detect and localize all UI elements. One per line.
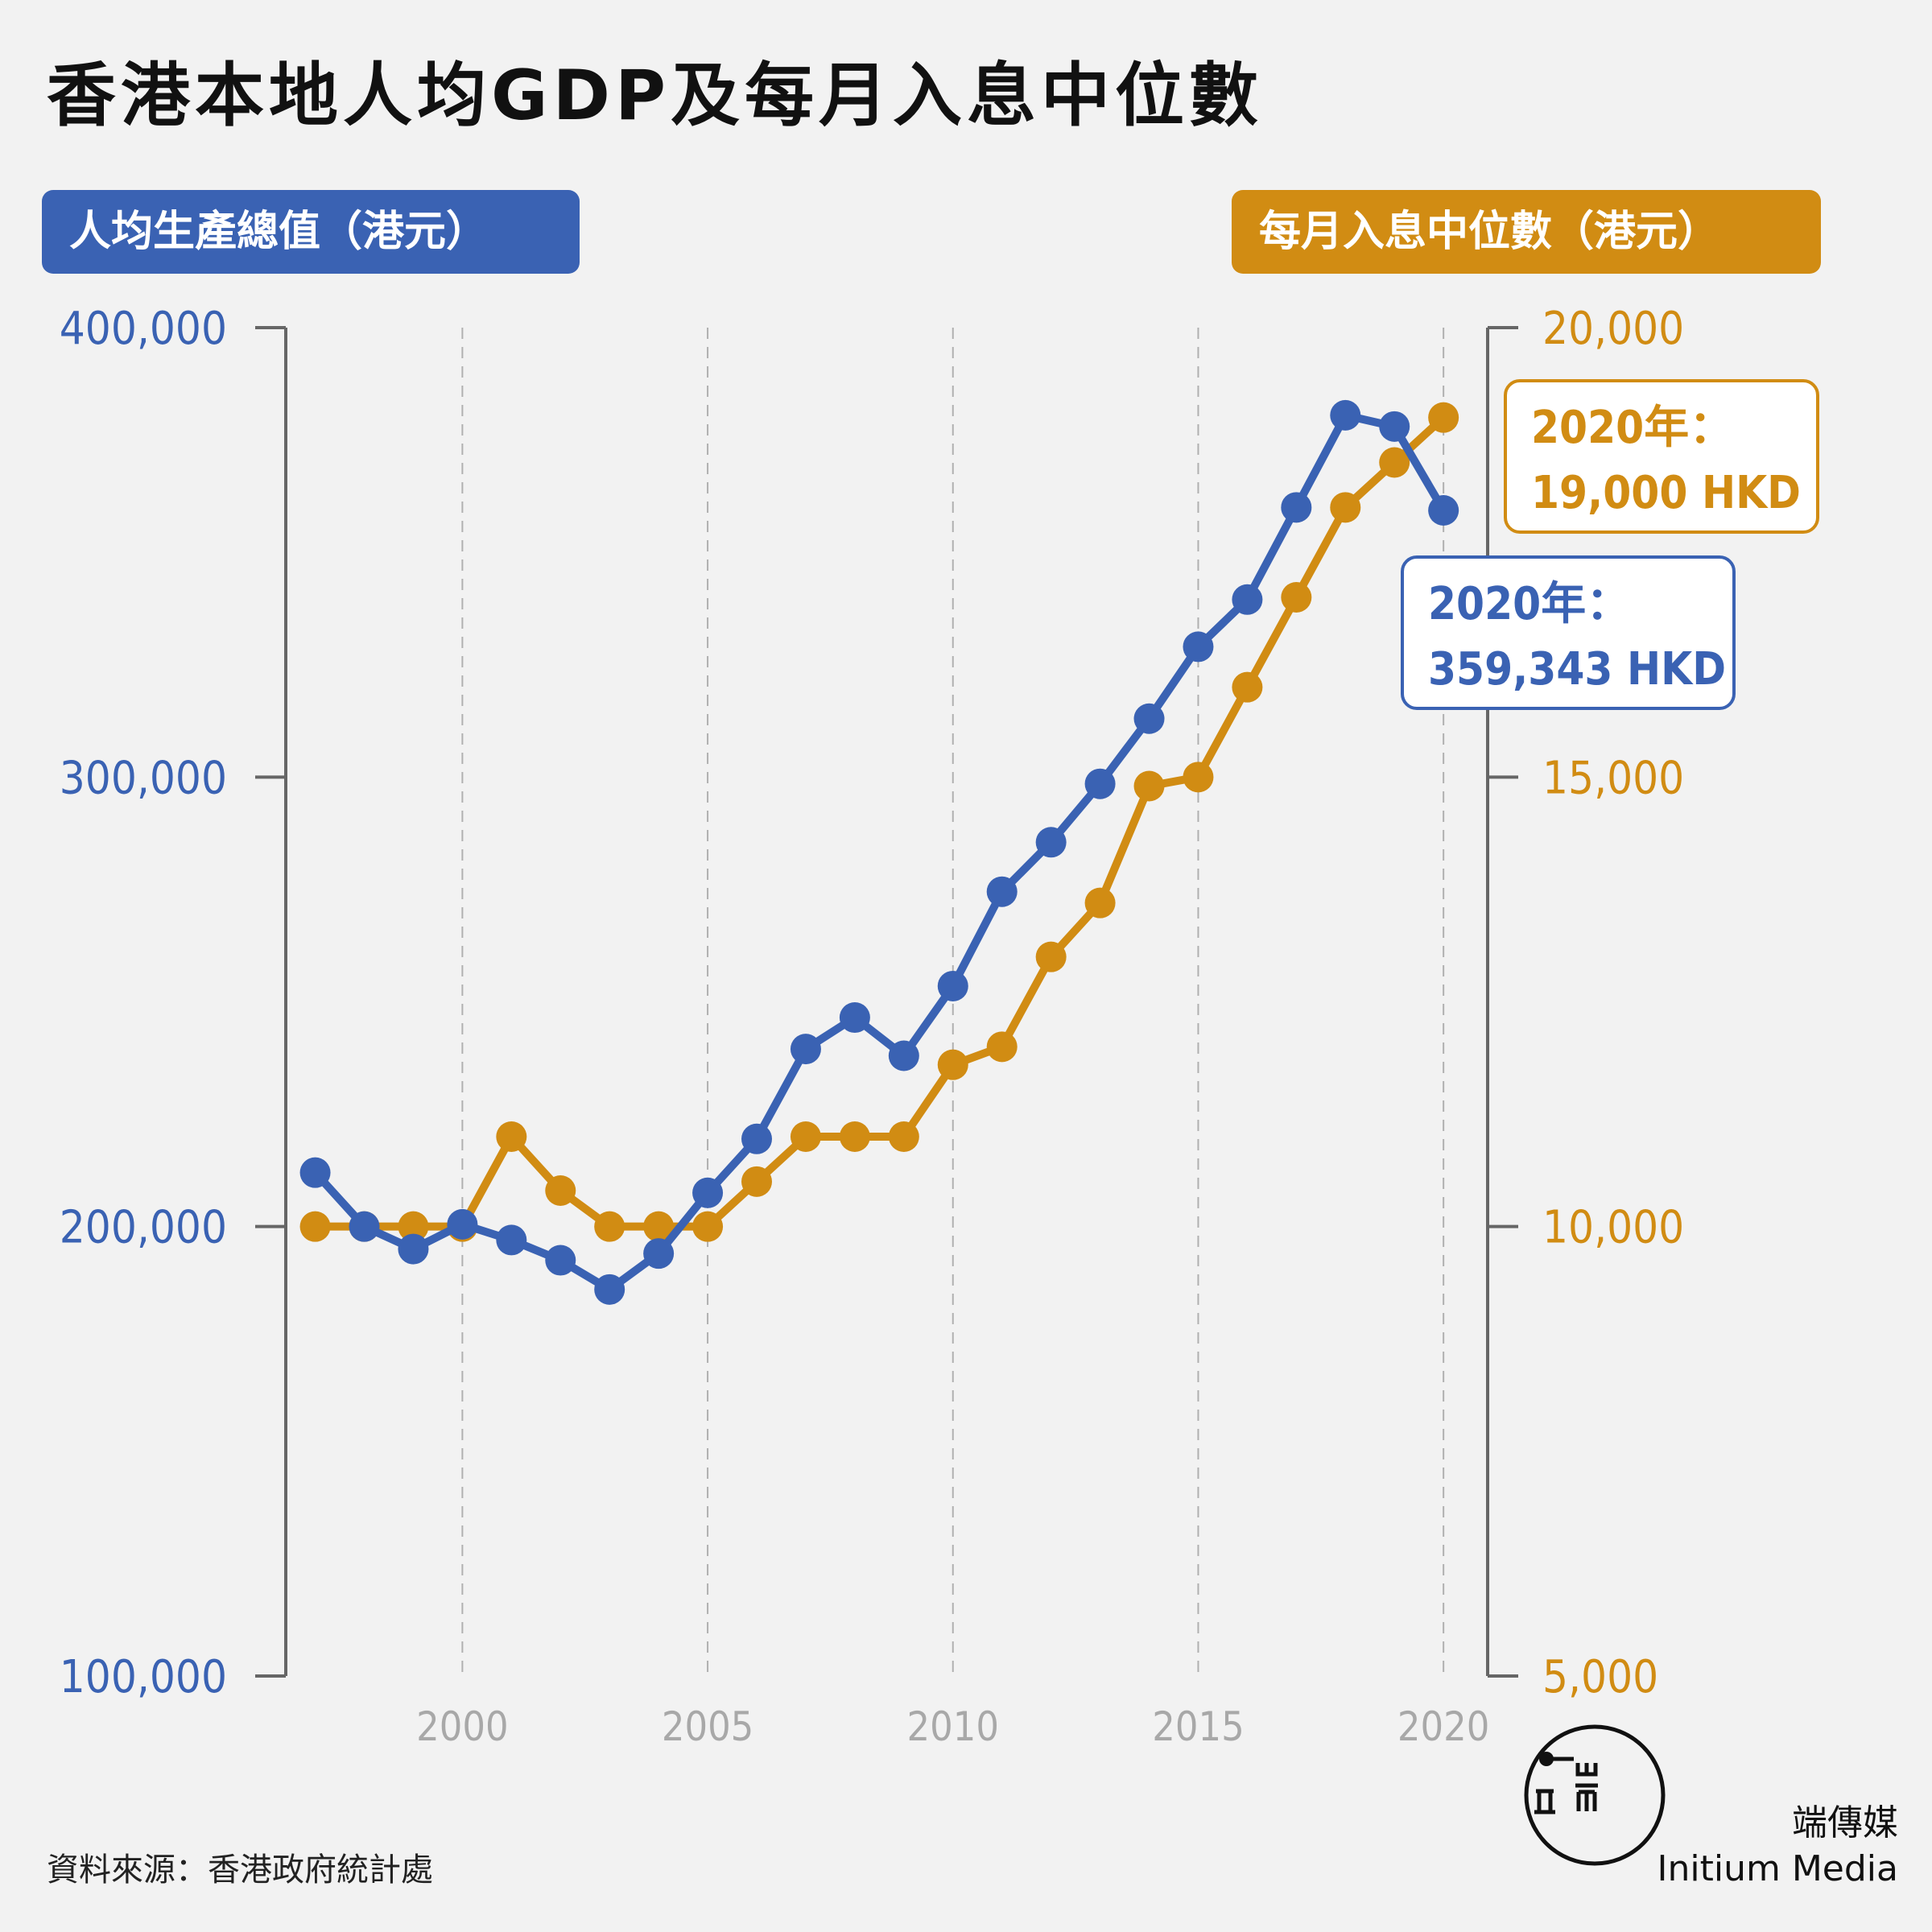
income-data-point: [1084, 887, 1116, 919]
income-data-point: [1035, 941, 1067, 972]
income-data-point: [1330, 492, 1361, 523]
gdp-annotation: 2020年： 359,343 HKD: [1401, 555, 1736, 710]
annotation-layer: 2020年： 19,000 HKD 2020年： 359,343 HKD: [1401, 379, 1819, 710]
income-data-point: [545, 1175, 576, 1206]
series-layer: [299, 399, 1459, 1305]
left-y-tick-label: 400,000: [60, 303, 227, 355]
income-series-line: [311, 413, 1448, 1231]
income-data-point: [790, 1121, 821, 1152]
chart-title: 香港本地人均GDP及每月入息中位數: [47, 56, 1264, 136]
x-tick-label: 2015: [1152, 1703, 1244, 1750]
annotation-box: [1504, 379, 1819, 534]
income-data-point: [643, 1211, 675, 1242]
income-data-point: [398, 1211, 429, 1242]
x-tick-label: 2000: [416, 1703, 508, 1750]
x-tick-label: 2010: [907, 1703, 999, 1750]
gdp-data-point: [790, 1034, 821, 1065]
x-tick-label: 2005: [662, 1703, 753, 1750]
gdp-data-point: [1379, 411, 1410, 442]
right-y-tick-label: 20,000: [1542, 303, 1684, 355]
right-axis-title: 每月入息中位數（港元）: [1232, 190, 1821, 274]
income-data-point: [839, 1121, 870, 1152]
annotation-line1: 2020年：: [1428, 578, 1631, 630]
left-axis-title: 人均生產總值（港元）: [42, 190, 580, 274]
gdp-data-point: [545, 1245, 576, 1276]
income-data-point: [692, 1211, 724, 1242]
gdp-data-point: [398, 1233, 429, 1265]
gdp-data-point: [643, 1238, 675, 1269]
income-data-point: [594, 1211, 625, 1242]
annotation-line2: 19,000 HKD: [1531, 467, 1801, 519]
right-y-tick-label: 10,000: [1542, 1202, 1684, 1254]
gdp-data-point: [1183, 631, 1214, 663]
annotation-line2: 359,343 HKD: [1428, 643, 1726, 696]
left-y-tick-label: 100,000: [60, 1651, 227, 1703]
brand-name-zh: 端傳媒: [1792, 1802, 1898, 1843]
gdp-series-line: [311, 411, 1448, 1294]
income-data-point: [1183, 762, 1214, 793]
income-data-point: [1428, 402, 1459, 433]
initium-logo-icon: [1524, 1724, 1666, 1866]
axis-layer: 2000 2005 2010 2015 2020 100,000 200,000 300,00…: [60, 303, 1685, 1750]
gdp-data-point: [299, 1157, 331, 1188]
income-data-point: [888, 1121, 919, 1152]
gdp-data-point: [1232, 584, 1263, 615]
income-data-point: [986, 1031, 1018, 1063]
right-y-tick-label: 5,000: [1542, 1651, 1658, 1703]
gdp-data-point: [692, 1177, 724, 1208]
gdp-data-point: [447, 1208, 478, 1240]
gdp-data-point: [1035, 827, 1067, 858]
x-tick-label: 2020: [1397, 1703, 1489, 1750]
income-data-point: [741, 1166, 773, 1197]
brand-name-en: Initium Media: [1657, 1848, 1898, 1889]
income-data-point: [937, 1049, 968, 1080]
gdp-data-point: [1330, 399, 1361, 431]
gdp-data-point: [937, 970, 968, 1001]
gdp-data-point: [1133, 703, 1165, 734]
income-data-point: [496, 1121, 527, 1152]
gdp-data-point: [1428, 495, 1459, 526]
left-y-tick-label: 200,000: [60, 1202, 227, 1254]
gdp-data-point: [986, 876, 1018, 907]
gdp-data-point: [741, 1123, 773, 1154]
source-note: 資料來源：香港政府統計處: [47, 1852, 433, 1889]
income-data-point: [1379, 447, 1410, 478]
gdp-data-point: [1084, 768, 1116, 799]
gdp-data-point: [594, 1274, 625, 1305]
gdp-data-point: [496, 1224, 527, 1256]
income-annotation: 2020年： 19,000 HKD: [1504, 379, 1819, 534]
annotation-box: [1401, 555, 1736, 710]
grid-layer: [461, 328, 1445, 1676]
income-data-point: [1133, 770, 1165, 802]
gdp-data-point: [839, 1002, 870, 1034]
annotation-line1: 2020年：: [1531, 402, 1734, 454]
income-data-point: [1232, 671, 1263, 703]
right-y-tick-label: 15,000: [1542, 752, 1684, 804]
gdp-data-point: [349, 1211, 380, 1242]
gdp-data-point: [1281, 492, 1312, 523]
left-y-tick-label: 300,000: [60, 752, 227, 804]
gdp-data-point: [888, 1040, 919, 1071]
income-data-point: [1281, 582, 1312, 613]
income-data-point: [299, 1211, 331, 1242]
